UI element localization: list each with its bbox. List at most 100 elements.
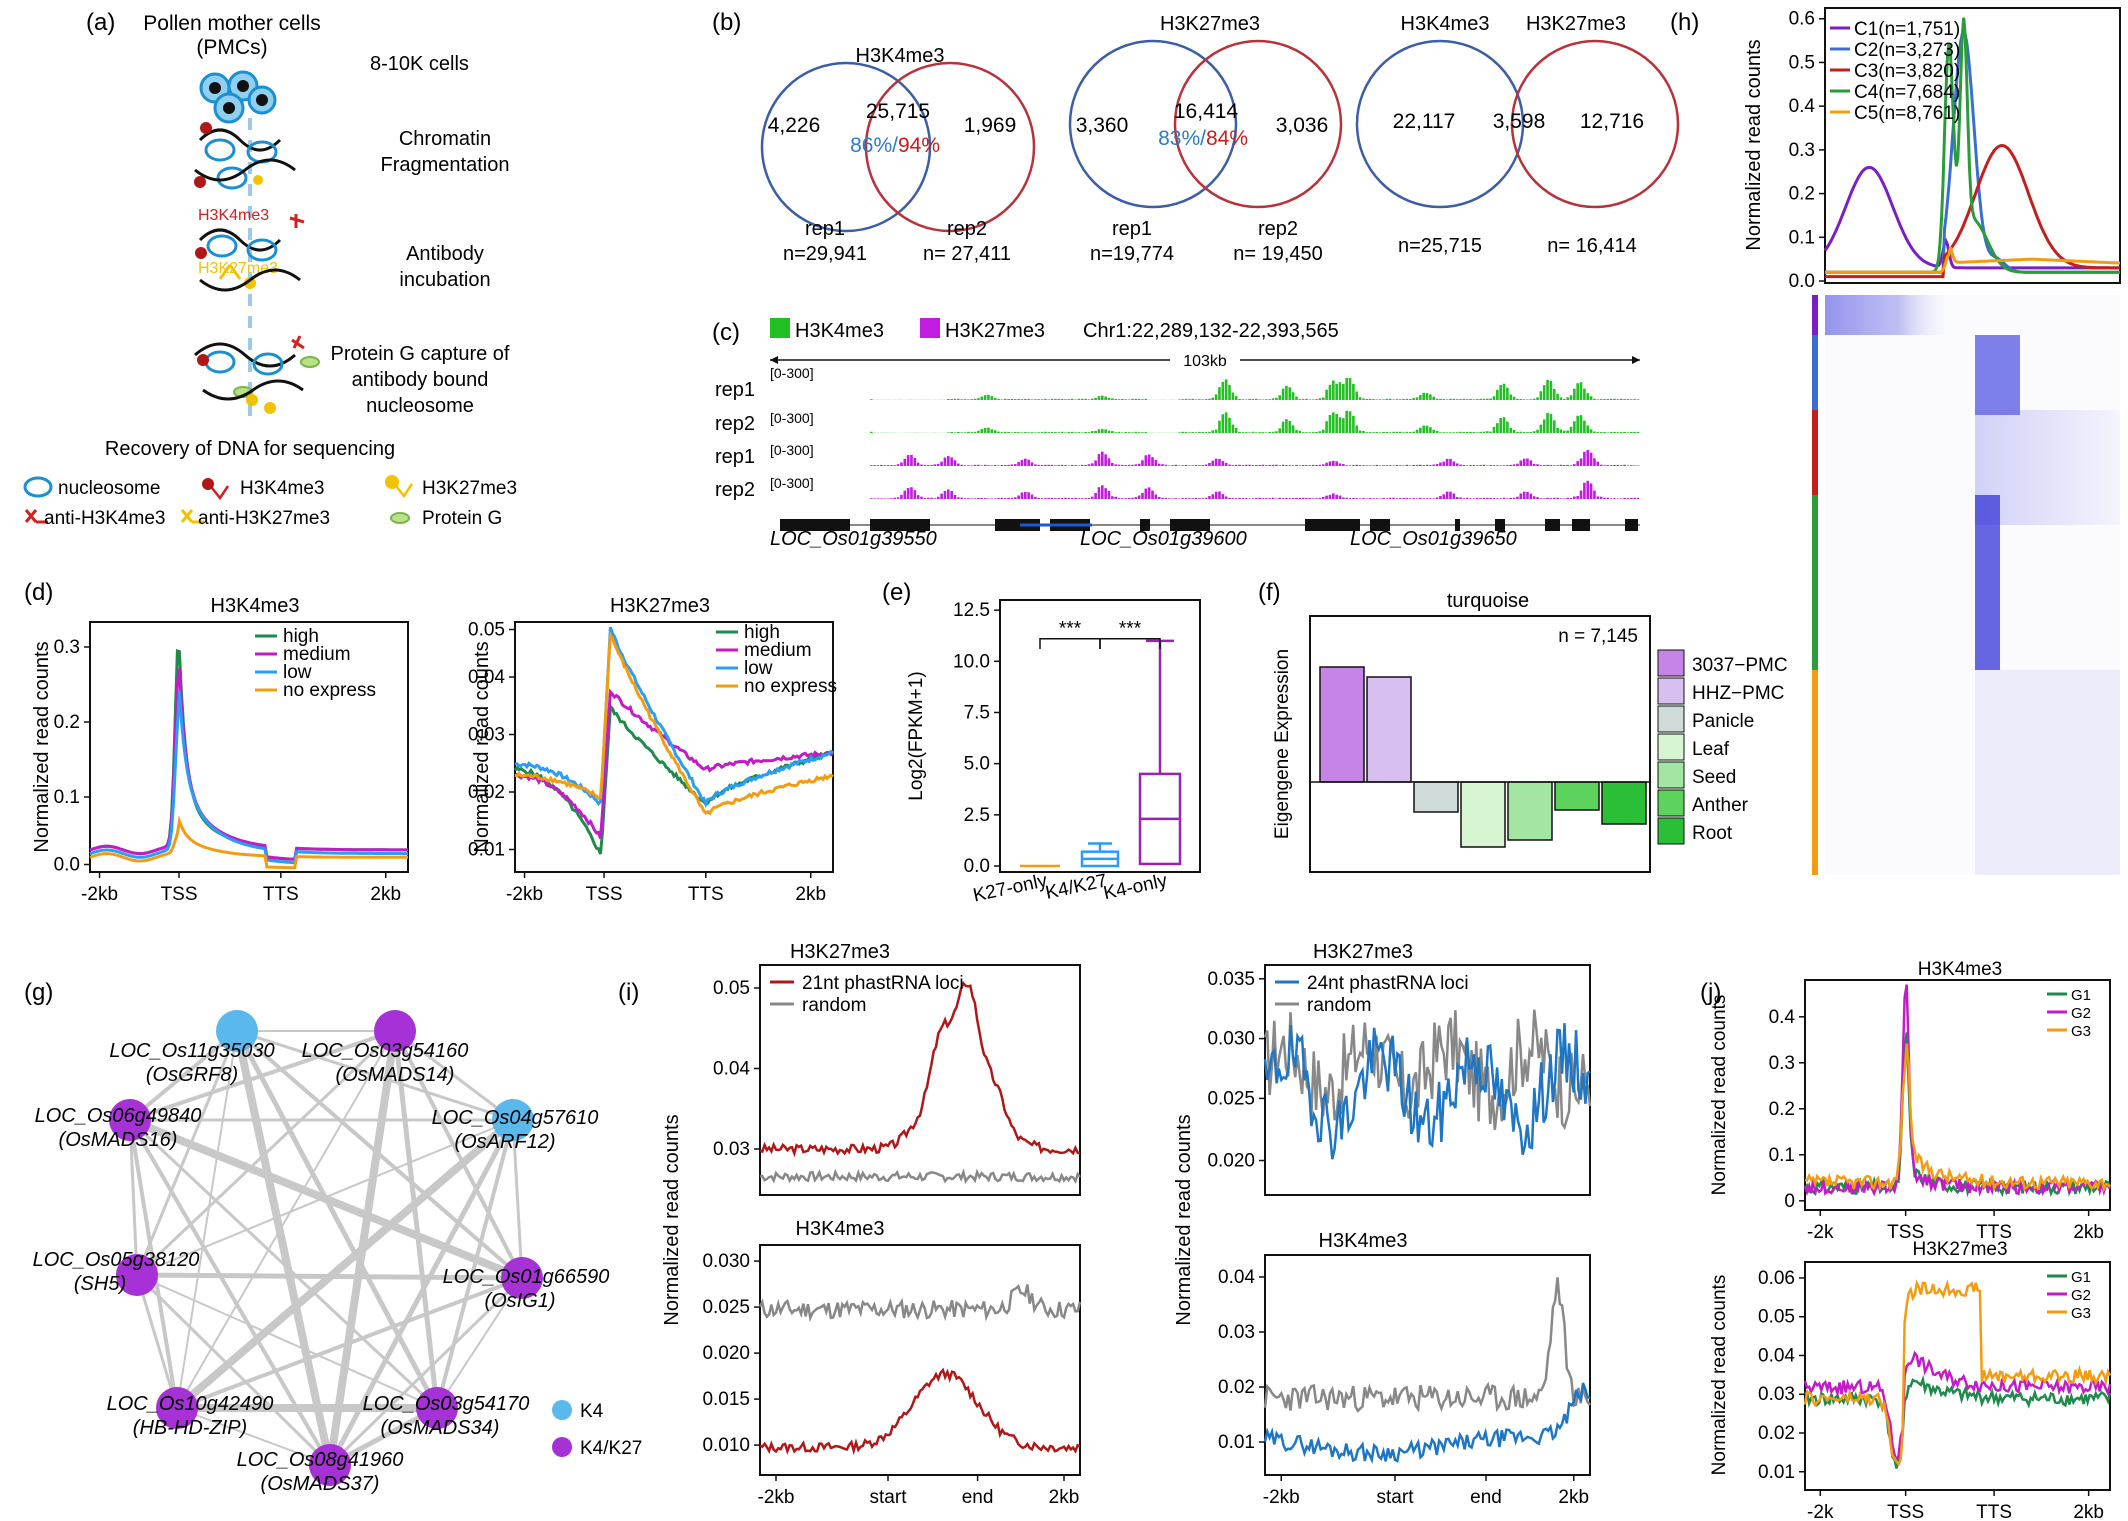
- y-tick-label: 0.2: [1769, 1099, 1795, 1120]
- coverage-bar: [1191, 432, 1194, 433]
- coverage-bar: [1124, 399, 1128, 400]
- coverage-bar: [1087, 464, 1091, 466]
- panel-g: (g) LOC_Os11g35030(OsGRF8) LOC_Os03g54160…: [24, 979, 642, 1495]
- node-gene-alias: (OsARF12): [454, 1131, 555, 1153]
- sig-bracket: [1099, 638, 1161, 650]
- venn-pct-right: 94%: [898, 134, 940, 157]
- group-profile-G1: [1804, 1374, 2112, 1469]
- coverage-bar: [1432, 429, 1436, 433]
- coverage-bar: [1338, 463, 1342, 466]
- coverage-bar: [880, 498, 883, 499]
- coverage-bar: [1067, 431, 1071, 433]
- coverage-bar: [1124, 498, 1128, 499]
- coverage-bar: [1375, 399, 1379, 400]
- coverage-bar: [876, 465, 880, 466]
- coverage-bar: [1027, 459, 1030, 466]
- exon-block: [1625, 519, 1638, 531]
- coverage-bar: [1492, 465, 1496, 466]
- coverage-bar: [960, 497, 963, 499]
- coverage-bar: [1609, 431, 1613, 433]
- coverage-bar: [1285, 419, 1288, 433]
- coverage-bar: [1010, 464, 1014, 466]
- coverage-bar: [1064, 497, 1067, 499]
- y-tick-label: 0.020: [702, 1343, 750, 1364]
- coverage-bar: [893, 497, 897, 499]
- coverage-bar: [1231, 392, 1235, 400]
- coverage-bar: [1224, 412, 1228, 433]
- coverage-bar: [1208, 431, 1211, 433]
- coverage-bar: [1077, 398, 1081, 400]
- coverage-bar: [1271, 464, 1275, 466]
- i-br-frame: [1264, 1254, 1591, 1476]
- coverage-bar: [1486, 431, 1489, 433]
- coverage-bar: [1275, 397, 1278, 400]
- coverage-bar: [1248, 498, 1251, 499]
- profile-line-no-express: [514, 630, 834, 816]
- i-bl-frame: [759, 1244, 1081, 1476]
- coverage-bar: [1064, 465, 1067, 466]
- coverage-bar: [1325, 495, 1328, 499]
- network-node-LOC_Os03g54170: [416, 1387, 458, 1429]
- coverage-bar: [1221, 494, 1225, 499]
- coverage-bar: [1221, 381, 1225, 400]
- sig-bracket: [1039, 638, 1101, 650]
- legend-label: G2: [2071, 1287, 2091, 1304]
- coverage-bar: [1479, 465, 1482, 466]
- coverage-bar: [1529, 460, 1533, 466]
- y-tick-label: 0.1: [1789, 227, 1815, 248]
- coverage-bar: [1248, 398, 1251, 400]
- coverage-bar: [1619, 498, 1623, 499]
- coverage-bar: [967, 465, 970, 466]
- coverage-bar: [1619, 398, 1623, 400]
- coverage-bar: [1080, 432, 1084, 433]
- venn-right-count: 3,036: [1276, 114, 1329, 137]
- coverage-bar: [1586, 449, 1590, 466]
- coverage-bar: [1345, 410, 1348, 433]
- network-edge: [176, 1030, 396, 1409]
- coverage-bar: [916, 462, 920, 466]
- venn-overlap-count: 3,598: [1493, 110, 1546, 133]
- venn-k4-vs-k27: H3K4me3 H3K27me3 22,117 3,598 12,716 n=2…: [1355, 13, 1680, 257]
- coverage-bar: [903, 490, 907, 499]
- x-tick-label: 2kb: [2073, 1502, 2104, 1521]
- coverage-bar: [896, 497, 900, 499]
- y-tick-label: 5.0: [964, 754, 990, 775]
- coverage-bar: [1258, 399, 1261, 400]
- coverage-bar: [1000, 465, 1004, 466]
- coverage-bar: [1134, 497, 1138, 499]
- coverage-bar: [1308, 465, 1312, 466]
- coverage-bar: [963, 465, 967, 466]
- track-label: rep2: [715, 479, 755, 501]
- j-bottom-frame: [1804, 1261, 2111, 1491]
- coverage-bar: [1087, 399, 1091, 400]
- coverage-bar: [1060, 498, 1064, 499]
- y-tick-label: 0.04: [1758, 1345, 1795, 1366]
- coverage-bar: [1629, 431, 1633, 433]
- venn-title-left: H3K4me3: [1401, 13, 1490, 35]
- coverage-bar: [1472, 498, 1476, 499]
- network-edge: [135, 1030, 239, 1276]
- coverage-bar: [1392, 465, 1395, 466]
- coverage-bar: [1003, 498, 1007, 499]
- coverage-bar: [1238, 498, 1241, 499]
- coverage-bar: [1315, 465, 1318, 466]
- coverage-bar: [906, 455, 910, 466]
- h-heatmap: [1812, 295, 2120, 875]
- coverage-bar: [1147, 487, 1151, 499]
- coverage-bar: [993, 498, 997, 499]
- coverage-bar: [1552, 497, 1556, 499]
- gene-model-track: [780, 519, 1640, 531]
- coverage-bar: [1107, 490, 1111, 499]
- x-tick-label: TSS: [1887, 1222, 1924, 1243]
- coverage-bar: [1090, 496, 1094, 499]
- coverage-bar: [1281, 388, 1285, 400]
- node-gene-alias: (OsGRF8): [146, 1064, 238, 1086]
- y-tick-label: 0.0: [1789, 271, 1815, 292]
- coverage-bar: [1050, 497, 1054, 499]
- coverage-bar: [1398, 465, 1402, 466]
- coverage-bar: [1412, 464, 1415, 466]
- coverage-bar: [1563, 498, 1566, 499]
- coverage-bar: [1606, 432, 1610, 433]
- coverage-bar: [1111, 462, 1114, 466]
- coverage-bar: [1569, 497, 1573, 499]
